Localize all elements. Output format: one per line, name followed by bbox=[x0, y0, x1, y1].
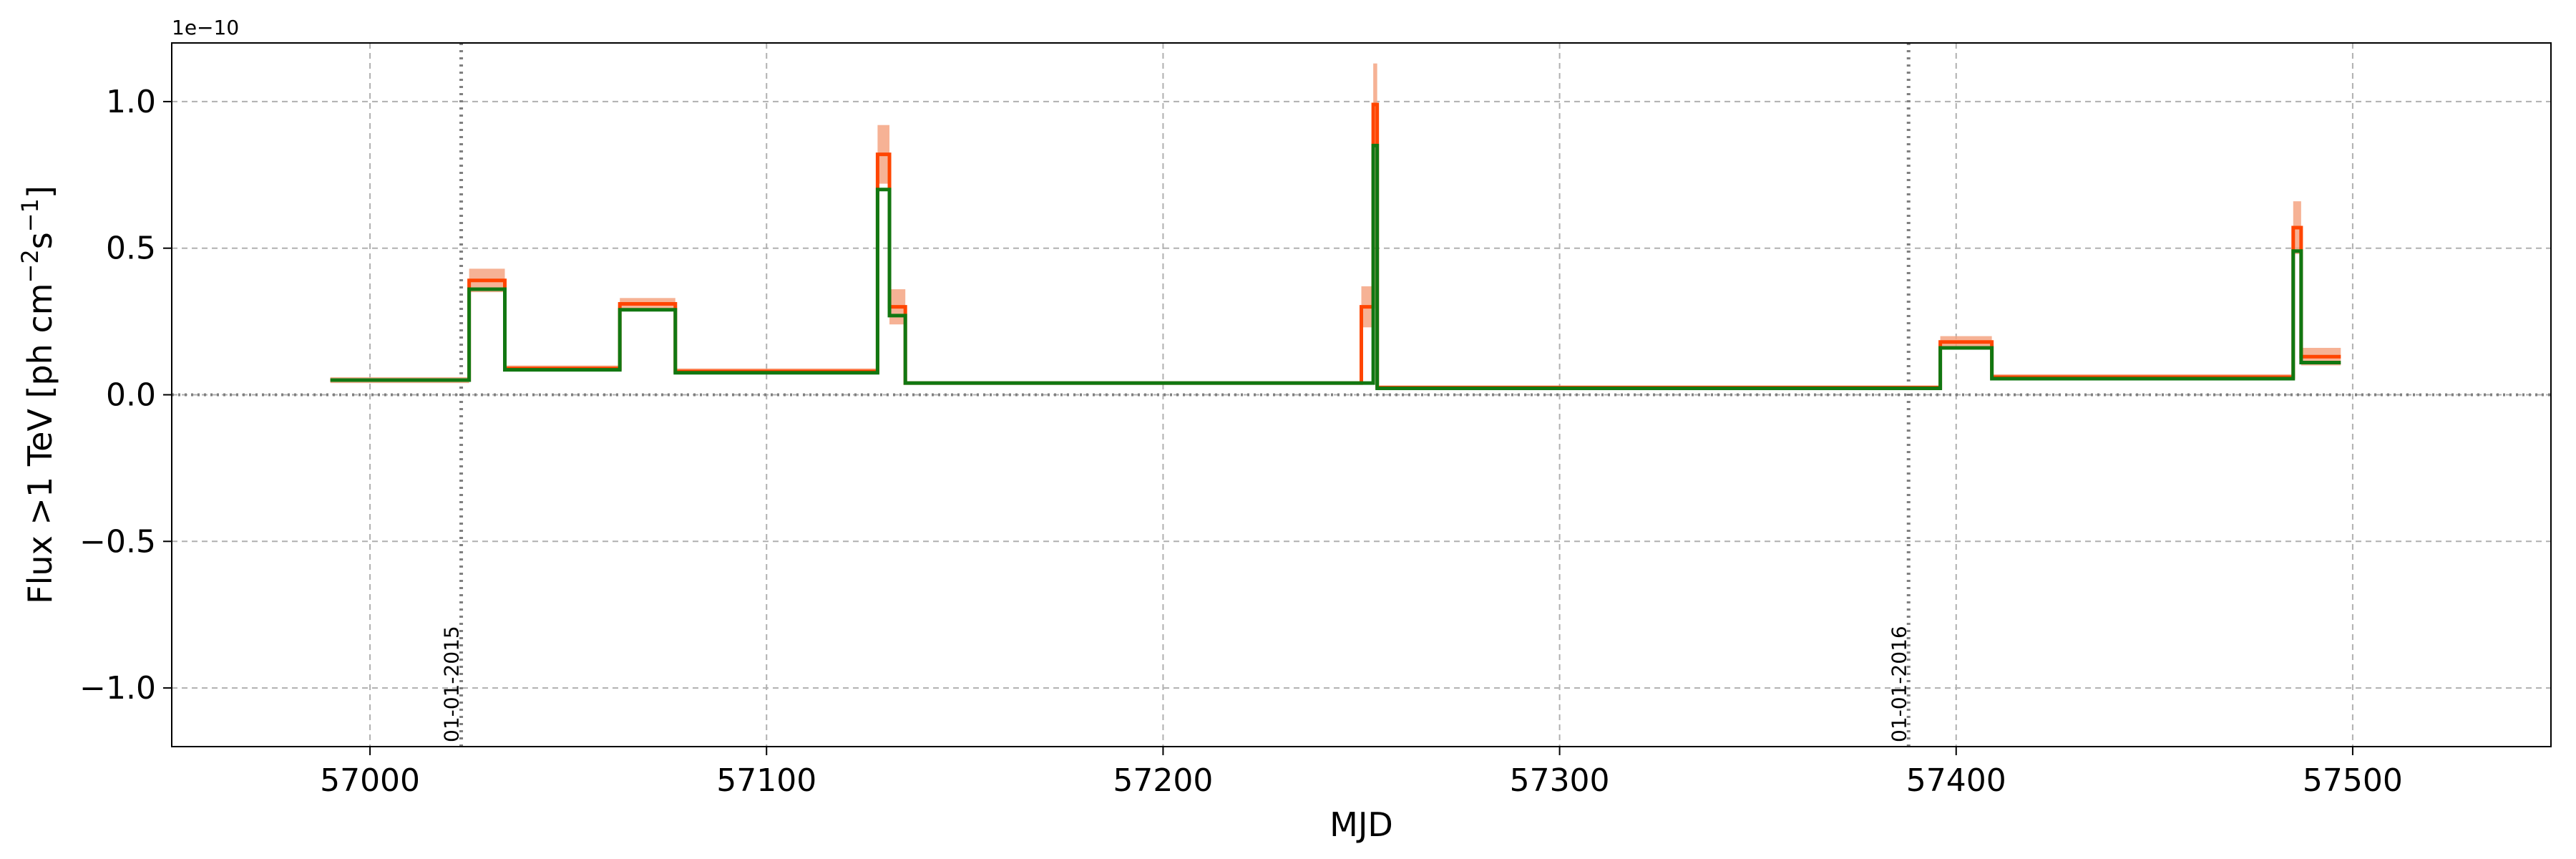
y-tick-label: −0.5 bbox=[79, 523, 156, 560]
y-axis-label-mid: s bbox=[21, 232, 59, 249]
y-ticks: 1.0 0.5 0.0 −0.5 −1.0 bbox=[79, 84, 172, 707]
y-axis-label-end: ] bbox=[21, 185, 59, 198]
y-axis-label-exp2: −1 bbox=[16, 198, 44, 232]
y-axis-label: Flux >1 TeV [ph cm−2s−1] bbox=[16, 185, 59, 604]
grid-layer bbox=[172, 43, 2551, 747]
x-tick-label: 57500 bbox=[2303, 762, 2403, 799]
vertical-marker-label: 01-01-2015 bbox=[440, 626, 464, 742]
vertical-marker-label: 01-01-2016 bbox=[1887, 626, 1911, 742]
y-axis-label-main: Flux >1 TeV [ph cm bbox=[21, 283, 59, 603]
x-tick-label: 57100 bbox=[716, 762, 816, 799]
y-tick-label: −1.0 bbox=[79, 670, 156, 707]
y-tick-label: 0.5 bbox=[106, 230, 156, 267]
x-ticks: 57000 57100 57200 57300 57400 57500 bbox=[320, 747, 2403, 799]
vertical-markers: 01-01-2015 01-01-2016 bbox=[440, 43, 1911, 747]
x-tick-label: 57000 bbox=[320, 762, 420, 799]
x-tick-label: 57400 bbox=[1906, 762, 2006, 799]
y-offset-label: 1e−10 bbox=[172, 16, 239, 39]
x-axis-label: MJD bbox=[1330, 805, 1393, 844]
y-tick-label: 0.0 bbox=[106, 377, 156, 414]
x-tick-label: 57300 bbox=[1510, 762, 1610, 799]
series-line-green bbox=[330, 143, 2341, 390]
series-layer bbox=[330, 102, 2341, 390]
y-tick-label: 1.0 bbox=[106, 84, 156, 120]
x-tick-label: 57200 bbox=[1113, 762, 1213, 799]
y-axis-label-exp1: −2 bbox=[16, 249, 44, 283]
